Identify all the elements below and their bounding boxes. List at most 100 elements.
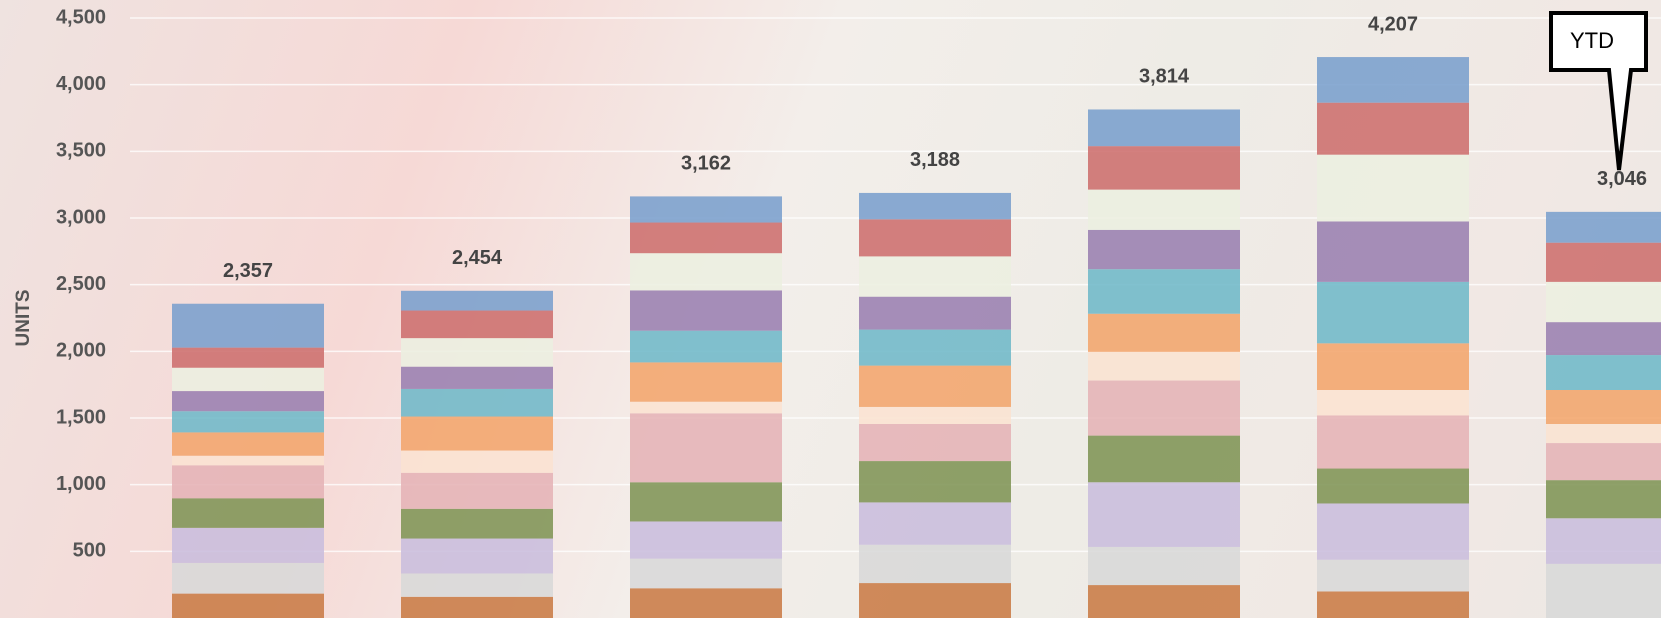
total-label: 3,188 — [910, 149, 960, 171]
bar-segment — [1317, 591, 1469, 618]
bar-segment — [630, 362, 782, 401]
bar-segment — [1317, 503, 1469, 559]
bar-segment — [401, 311, 553, 339]
bar-segment — [401, 451, 553, 473]
y-tick-label: 3,500 — [56, 140, 106, 162]
bar-segment — [401, 473, 553, 509]
bar-segment — [1317, 221, 1469, 281]
bar-segment — [1088, 482, 1240, 547]
bar-segment — [172, 563, 324, 594]
bar-segment — [172, 528, 324, 563]
bar-segment — [1088, 146, 1240, 189]
bar-segment — [630, 559, 782, 589]
callout-text: YTD — [1570, 28, 1614, 53]
bar-segment — [859, 256, 1011, 296]
page: UNITS 500 1,000 1,500 2,000 2,500 3,000 3,500 4… — [0, 0, 1661, 618]
bar-segment — [859, 297, 1011, 330]
bar-segment — [1546, 443, 1661, 480]
y-tick-label: 2,500 — [56, 273, 106, 295]
bar-segment — [630, 482, 782, 521]
bar-segment — [1088, 585, 1240, 618]
bar-segment — [1088, 352, 1240, 381]
bar-segment — [1546, 424, 1661, 443]
y-tick-label: 4,500 — [56, 6, 106, 28]
bar-segment — [172, 594, 324, 618]
bar-segment — [859, 366, 1011, 407]
bar-segment — [401, 573, 553, 596]
bar-segment — [1546, 355, 1661, 390]
bar-segment — [859, 219, 1011, 256]
bar-segment — [1317, 343, 1469, 390]
bar-segment — [401, 367, 553, 389]
bar-segment — [172, 498, 324, 528]
total-label: 3,814 — [1139, 66, 1190, 88]
bar-segment — [859, 193, 1011, 219]
total-label: 4,207 — [1368, 13, 1418, 35]
total-label: 2,357 — [223, 260, 273, 282]
bar-segment — [1088, 314, 1240, 352]
y-tick-label: 4,000 — [56, 73, 106, 95]
bar-segment — [172, 304, 324, 348]
y-tick-label: 500 — [73, 540, 106, 562]
bar-segment — [1546, 390, 1661, 424]
y-tick-label: 3,000 — [56, 206, 106, 228]
bar-segment — [1546, 282, 1661, 322]
chart: UNITS 500 1,000 1,500 2,000 2,500 3,000 3,500 4… — [0, 0, 1661, 618]
bar-segment — [859, 502, 1011, 544]
bar-segment — [1088, 547, 1240, 585]
bar-segment — [1546, 322, 1661, 355]
bar-segment — [1317, 57, 1469, 103]
bar-segment — [401, 597, 553, 618]
bar-segment — [859, 461, 1011, 502]
bar-segment — [401, 539, 553, 574]
bar-segment — [172, 456, 324, 466]
bar-segment — [1088, 436, 1240, 483]
total-label: 3,046 — [1597, 168, 1647, 190]
bar-segment — [172, 368, 324, 391]
bar-segment — [1088, 109, 1240, 146]
bar-segment — [401, 291, 553, 311]
bar-segment — [1546, 243, 1661, 282]
bar-segment — [1317, 560, 1469, 592]
bar-segment — [1546, 564, 1661, 618]
plot-area: 500 1,000 1,500 2,000 2,500 3,000 3,500 4,000 4,… — [56, 6, 1661, 618]
bar-segment — [1546, 212, 1661, 243]
bar-segment — [859, 583, 1011, 618]
bar-segment — [1317, 282, 1469, 343]
bar-segment — [630, 413, 782, 482]
bar-segment — [630, 521, 782, 558]
bar-segment — [1317, 469, 1469, 504]
bar-segment — [630, 331, 782, 363]
bar-segment — [172, 432, 324, 455]
y-tick-label: 2,000 — [56, 340, 106, 362]
bar-segment — [1317, 155, 1469, 222]
y-tick-label: 1,000 — [56, 473, 106, 495]
bar-segment — [1546, 480, 1661, 518]
bar-segment — [859, 330, 1011, 366]
bar-segment — [859, 545, 1011, 583]
bar-segment — [859, 424, 1011, 461]
y-tick-label: 1,500 — [56, 406, 106, 428]
bar-segment — [401, 338, 553, 367]
y-axis-label: UNITS — [13, 290, 34, 347]
bar-segment — [630, 253, 782, 290]
bar-segment — [859, 407, 1011, 424]
bar-segment — [630, 290, 782, 330]
bar-segment — [1546, 518, 1661, 564]
bar-segment — [401, 389, 553, 417]
bar-segment — [172, 348, 324, 368]
bar-segment — [630, 196, 782, 222]
bar-segment — [401, 417, 553, 451]
bar-segment — [1317, 415, 1469, 468]
total-label: 2,454 — [452, 247, 503, 269]
bar-segment — [1088, 269, 1240, 314]
bar-segment — [172, 411, 324, 432]
bar-segment — [630, 402, 782, 414]
bar-segment — [630, 223, 782, 254]
bar-segment — [1317, 390, 1469, 415]
total-label: 3,162 — [681, 153, 731, 175]
bar-segment — [172, 465, 324, 498]
bar-segment — [401, 509, 553, 539]
bar-segment — [630, 588, 782, 618]
bar-segment — [1088, 190, 1240, 230]
